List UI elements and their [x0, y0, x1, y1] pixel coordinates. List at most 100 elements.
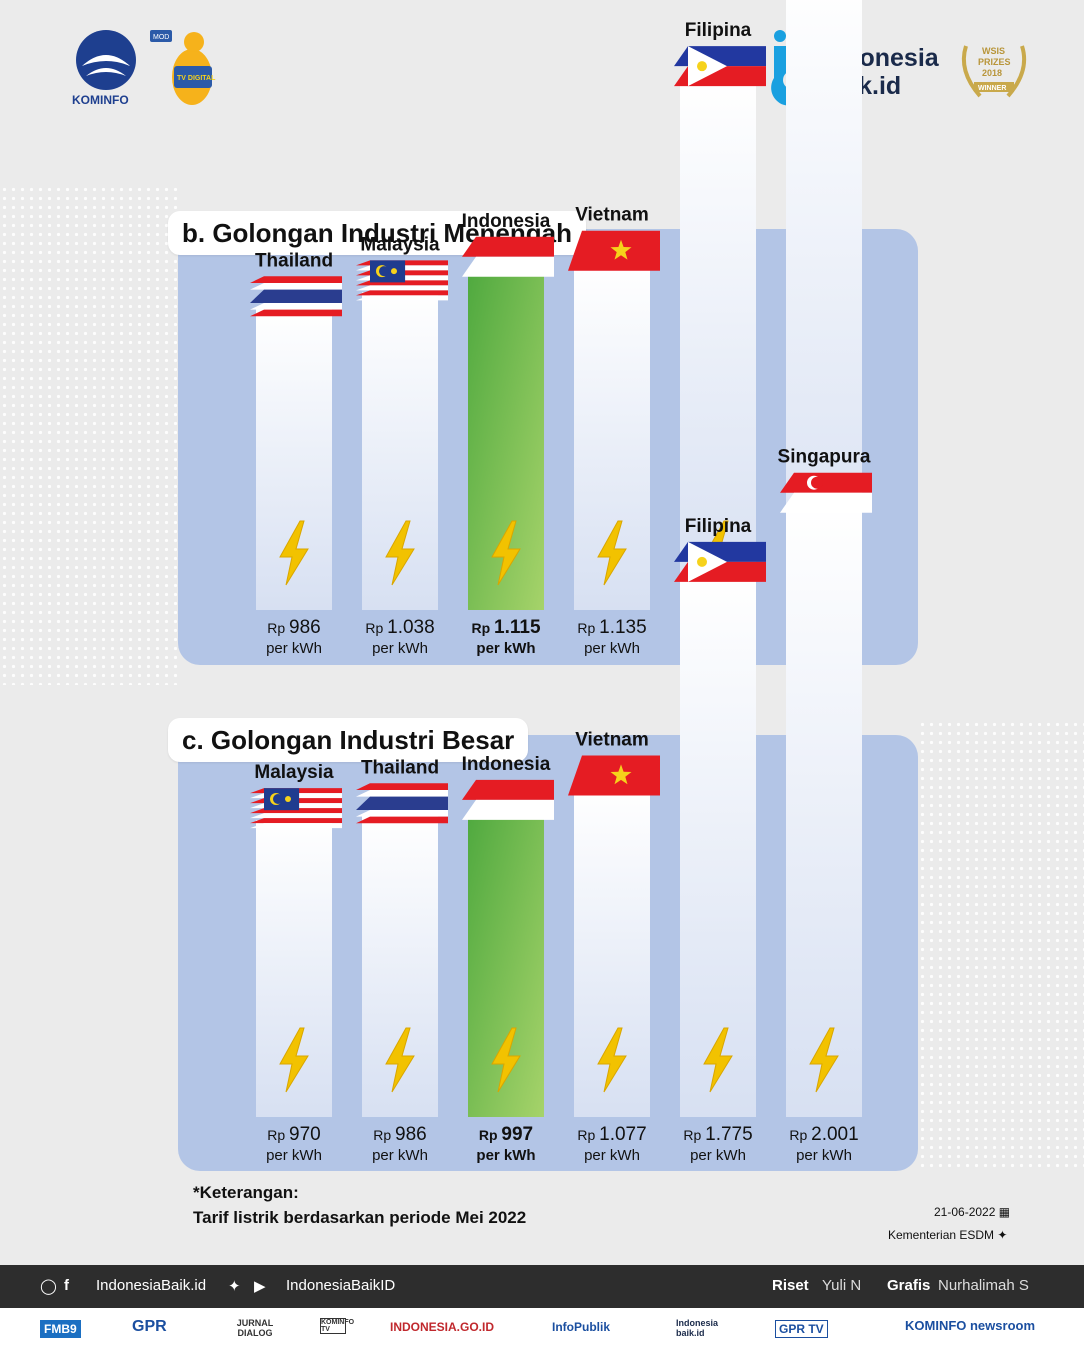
unit-label: per kWh	[476, 1147, 535, 1164]
partner-gpr[interactable]: GPR	[132, 1318, 167, 1335]
country-label: Vietnam	[575, 729, 649, 750]
country-label: Thailand	[255, 250, 333, 271]
source-text: Kementerian ESDM	[888, 1228, 995, 1242]
value-label: Rp 970	[267, 1124, 321, 1145]
award-line3: 2018	[982, 68, 1002, 78]
unit-label: per kWh	[266, 640, 322, 657]
flag-thailand-icon	[250, 276, 342, 317]
flag-singapura-icon	[780, 472, 872, 513]
pin-icon: ✦	[997, 1228, 1008, 1242]
partner-logos: FMB9 GPR JURNAL DIALOG KOMINFO TV INDONE…	[0, 1308, 1084, 1351]
mascot-icon: TV DIGITAL MOD	[150, 30, 216, 105]
bar-singapura	[786, 504, 862, 1118]
value-label: Rp 2.001	[789, 1124, 858, 1145]
chart-title-c: c. Golongan Industri Besar	[168, 718, 529, 762]
youtube-icon[interactable]: ▶	[254, 1278, 266, 1295]
unit-label: per kWh	[796, 1147, 852, 1164]
flag-indonesia-icon	[462, 779, 554, 820]
partner-indonesia-go-id[interactable]: INDONESIA.GO.ID	[390, 1320, 495, 1334]
country-label: Filipina	[685, 20, 752, 41]
bar-filipina	[680, 78, 756, 610]
award-line1: WSIS	[982, 46, 1005, 56]
flag-vietnam-icon	[568, 755, 660, 796]
unit-label: per kWh	[372, 1147, 428, 1164]
flag-indonesia-icon	[462, 236, 554, 277]
partner-infopublik[interactable]: InfoPublik	[552, 1320, 610, 1334]
flag-thailand-icon	[356, 783, 448, 824]
partner-fmb9[interactable]: FMB9	[40, 1320, 81, 1338]
footer-social-site[interactable]: IndonesiaBaik.id	[96, 1277, 207, 1294]
date-text: 21-06-2022	[934, 1205, 996, 1219]
mascot-badge: MOD	[153, 34, 169, 41]
source: Kementerian ESDM ✦	[888, 1228, 1007, 1242]
bar-filipina	[680, 573, 756, 1117]
country-label: Malaysia	[254, 762, 334, 783]
value-label: Rp 1.115	[471, 617, 540, 638]
twitter-icon[interactable]: ✦	[228, 1278, 241, 1295]
lightning-icon	[279, 1027, 309, 1093]
country-label: Vietnam	[575, 205, 649, 226]
lightning-icon	[385, 1027, 415, 1093]
award-line4: WINNER	[978, 85, 1006, 92]
country-label: Indonesia	[462, 754, 551, 775]
facebook-icon[interactable]: f	[64, 1277, 69, 1294]
flag-filipina-icon	[674, 541, 766, 582]
partner-kominfo-newsroom[interactable]: KOMINFO newsroom	[905, 1318, 1036, 1333]
flag-malaysia-icon	[356, 260, 448, 301]
instagram-icon[interactable]: ◯	[40, 1278, 57, 1295]
calendar-icon: ▦	[998, 1205, 1011, 1219]
grafis-label: Grafis	[887, 1277, 931, 1294]
publish-date: 21-06-2022 ▦	[934, 1205, 1010, 1219]
header-logos: KOMINFO TV DIGITAL MOD	[64, 22, 234, 112]
unit-label: per kWh	[584, 1147, 640, 1164]
flag-vietnam-icon	[568, 230, 660, 271]
unit-label: per kWh	[476, 640, 535, 657]
country-label: Filipina	[685, 516, 752, 537]
value-label: Rp 1.077	[577, 1124, 646, 1145]
unit-label: per kWh	[584, 640, 640, 657]
partner-jurnal-dialog[interactable]: JURNAL DIALOG	[236, 1318, 274, 1338]
riset-name: Yuli N	[822, 1277, 862, 1294]
wsis-award-icon: WSIS PRIZES 2018 WINNER	[961, 45, 1027, 98]
footer-bar: ◯ f IndonesiaBaik.id ✦ ▶ IndonesiaBaikID…	[0, 1265, 1084, 1308]
unit-label: per kWh	[372, 640, 428, 657]
country-label: Thailand	[361, 757, 439, 778]
dot-pattern-left	[0, 185, 180, 685]
award-line2: PRIZES	[978, 57, 1011, 67]
footer-social-handle[interactable]: IndonesiaBaikID	[286, 1277, 396, 1294]
country-label: Malaysia	[360, 234, 440, 255]
value-label: Rp 997	[479, 1124, 533, 1145]
lightning-icon	[809, 1027, 839, 1093]
lightning-icon	[279, 520, 309, 586]
footnote-text: Tarif listrik berdasarkan periode Mei 20…	[193, 1208, 527, 1227]
riset-label: Riset	[772, 1277, 809, 1294]
kominfo-logo: KOMINFO TV DIGITAL MOD	[72, 30, 216, 107]
mascot-sign: TV DIGITAL	[177, 75, 216, 82]
kominfo-label: KOMINFO	[72, 93, 129, 107]
value-label: Rp 1.775	[683, 1124, 752, 1145]
flag-malaysia-icon	[250, 788, 342, 829]
unit-label: per kWh	[690, 1147, 746, 1164]
value-label: Rp 986	[373, 1124, 427, 1145]
partner-gpr-tv[interactable]: GPR TV	[775, 1320, 828, 1338]
value-label: Rp 1.038	[365, 617, 434, 638]
lightning-icon	[703, 1027, 733, 1093]
country-label: Indonesia	[462, 211, 551, 232]
lightning-icon	[491, 1027, 521, 1093]
partner-indonesiabaik[interactable]: Indonesia baik.id	[676, 1318, 719, 1338]
partner-kominfo-tv[interactable]: KOMINFO TV	[320, 1318, 355, 1334]
dot-pattern-right	[918, 720, 1084, 1170]
value-label: Rp 986	[267, 617, 321, 638]
lightning-icon	[597, 1027, 627, 1093]
grafis-name: Nurhalimah S	[938, 1277, 1029, 1294]
lightning-icon	[385, 520, 415, 586]
flag-filipina-icon	[674, 46, 766, 87]
unit-label: per kWh	[266, 1147, 322, 1164]
value-label: Rp 1.135	[577, 617, 646, 638]
footnote: *Keterangan: Tarif listrik berdasarkan p…	[193, 1180, 526, 1230]
lightning-icon	[597, 520, 627, 586]
lightning-icon	[491, 520, 521, 586]
country-label: Singapura	[778, 447, 871, 468]
footnote-title: *Keterangan:	[193, 1183, 299, 1202]
